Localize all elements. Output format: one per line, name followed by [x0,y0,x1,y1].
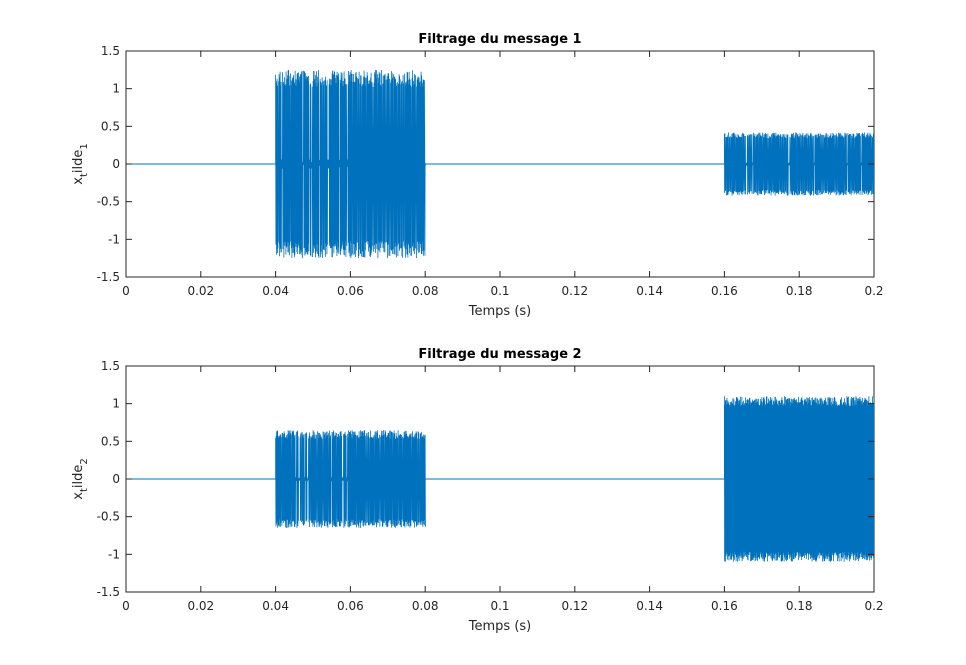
c1-title: Filtrage du message 1 [418,32,581,47]
chart-message-1: 0 0.02 0.04 0.06 0.08 0.1 0.12 0.14 0.16 0.18 0.2 -… [71,32,884,319]
c1-xtick-label: 0.16 [711,284,738,298]
c2-series [126,396,874,562]
c2-xtick-label: 0.02 [187,599,214,613]
c1-xtick-label: 0.2 [864,284,883,298]
c2-xtick-label: 0.1 [490,599,509,613]
c2-xtick-label: 0.04 [262,599,289,613]
c1-xtick-label: 0.02 [187,284,214,298]
c1-xtick-label: 0.12 [561,284,588,298]
c1-ytick-label: -0.5 [97,195,120,209]
c1-ytick-label: -1.5 [97,270,120,284]
c2-xtick-label: 0.06 [337,599,364,613]
c1-series [126,69,874,259]
c2-segment-1 [275,430,426,529]
c2-xtick-label: 0.2 [864,599,883,613]
c2-ytick-label: -1.5 [97,585,120,599]
c1-xtick-label: 0.04 [262,284,289,298]
c1-ytick-label: 1 [112,82,120,96]
chart-message-2: 0 0.02 0.04 0.06 0.08 0.1 0.12 0.14 0.16 0.18 0.2 -… [71,347,884,634]
c2-ytick-label: 0 [112,472,120,486]
c1-xtick-label: 0 [122,284,130,298]
c1-xtick-label: 0.14 [636,284,663,298]
c2-ytick-label: 0.5 [101,434,120,448]
c1-ytick-label: 1.5 [101,44,120,58]
c2-ytick-label: -1 [108,547,120,561]
c2-xtick-label: 0.12 [561,599,588,613]
c2-title: Filtrage du message 2 [418,347,581,362]
c2-ylabel: xtilde2 [71,458,90,499]
c1-ytick-label: -1 [108,232,120,246]
c2-xtick-label: 0.08 [412,599,439,613]
c2-xtick-label: 0.18 [786,599,813,613]
c2-ytick-label: 1.5 [101,359,120,373]
c2-ytick-label: 1 [112,397,120,411]
c1-xtick-label: 0.1 [490,284,509,298]
c1-xtick-label: 0.06 [337,284,364,298]
c1-ytick-label: 0 [112,157,120,171]
c2-xtick-label: 0 [122,599,130,613]
c1-ylabel: xtilde1 [71,143,90,184]
c1-segment-1 [275,69,426,259]
c2-ytick-label: -0.5 [97,510,120,524]
c2-segment-3 [724,396,874,562]
c1-xlabel: Temps (s) [468,304,531,319]
c1-xtick-label: 0.08 [412,284,439,298]
c1-segment-3 [724,132,874,196]
c2-xtick-label: 0.14 [636,599,663,613]
c1-xtick-label: 0.18 [786,284,813,298]
c1-ytick-label: 0.5 [101,119,120,133]
c2-xlabel: Temps (s) [468,619,531,634]
c2-xtick-label: 0.16 [711,599,738,613]
